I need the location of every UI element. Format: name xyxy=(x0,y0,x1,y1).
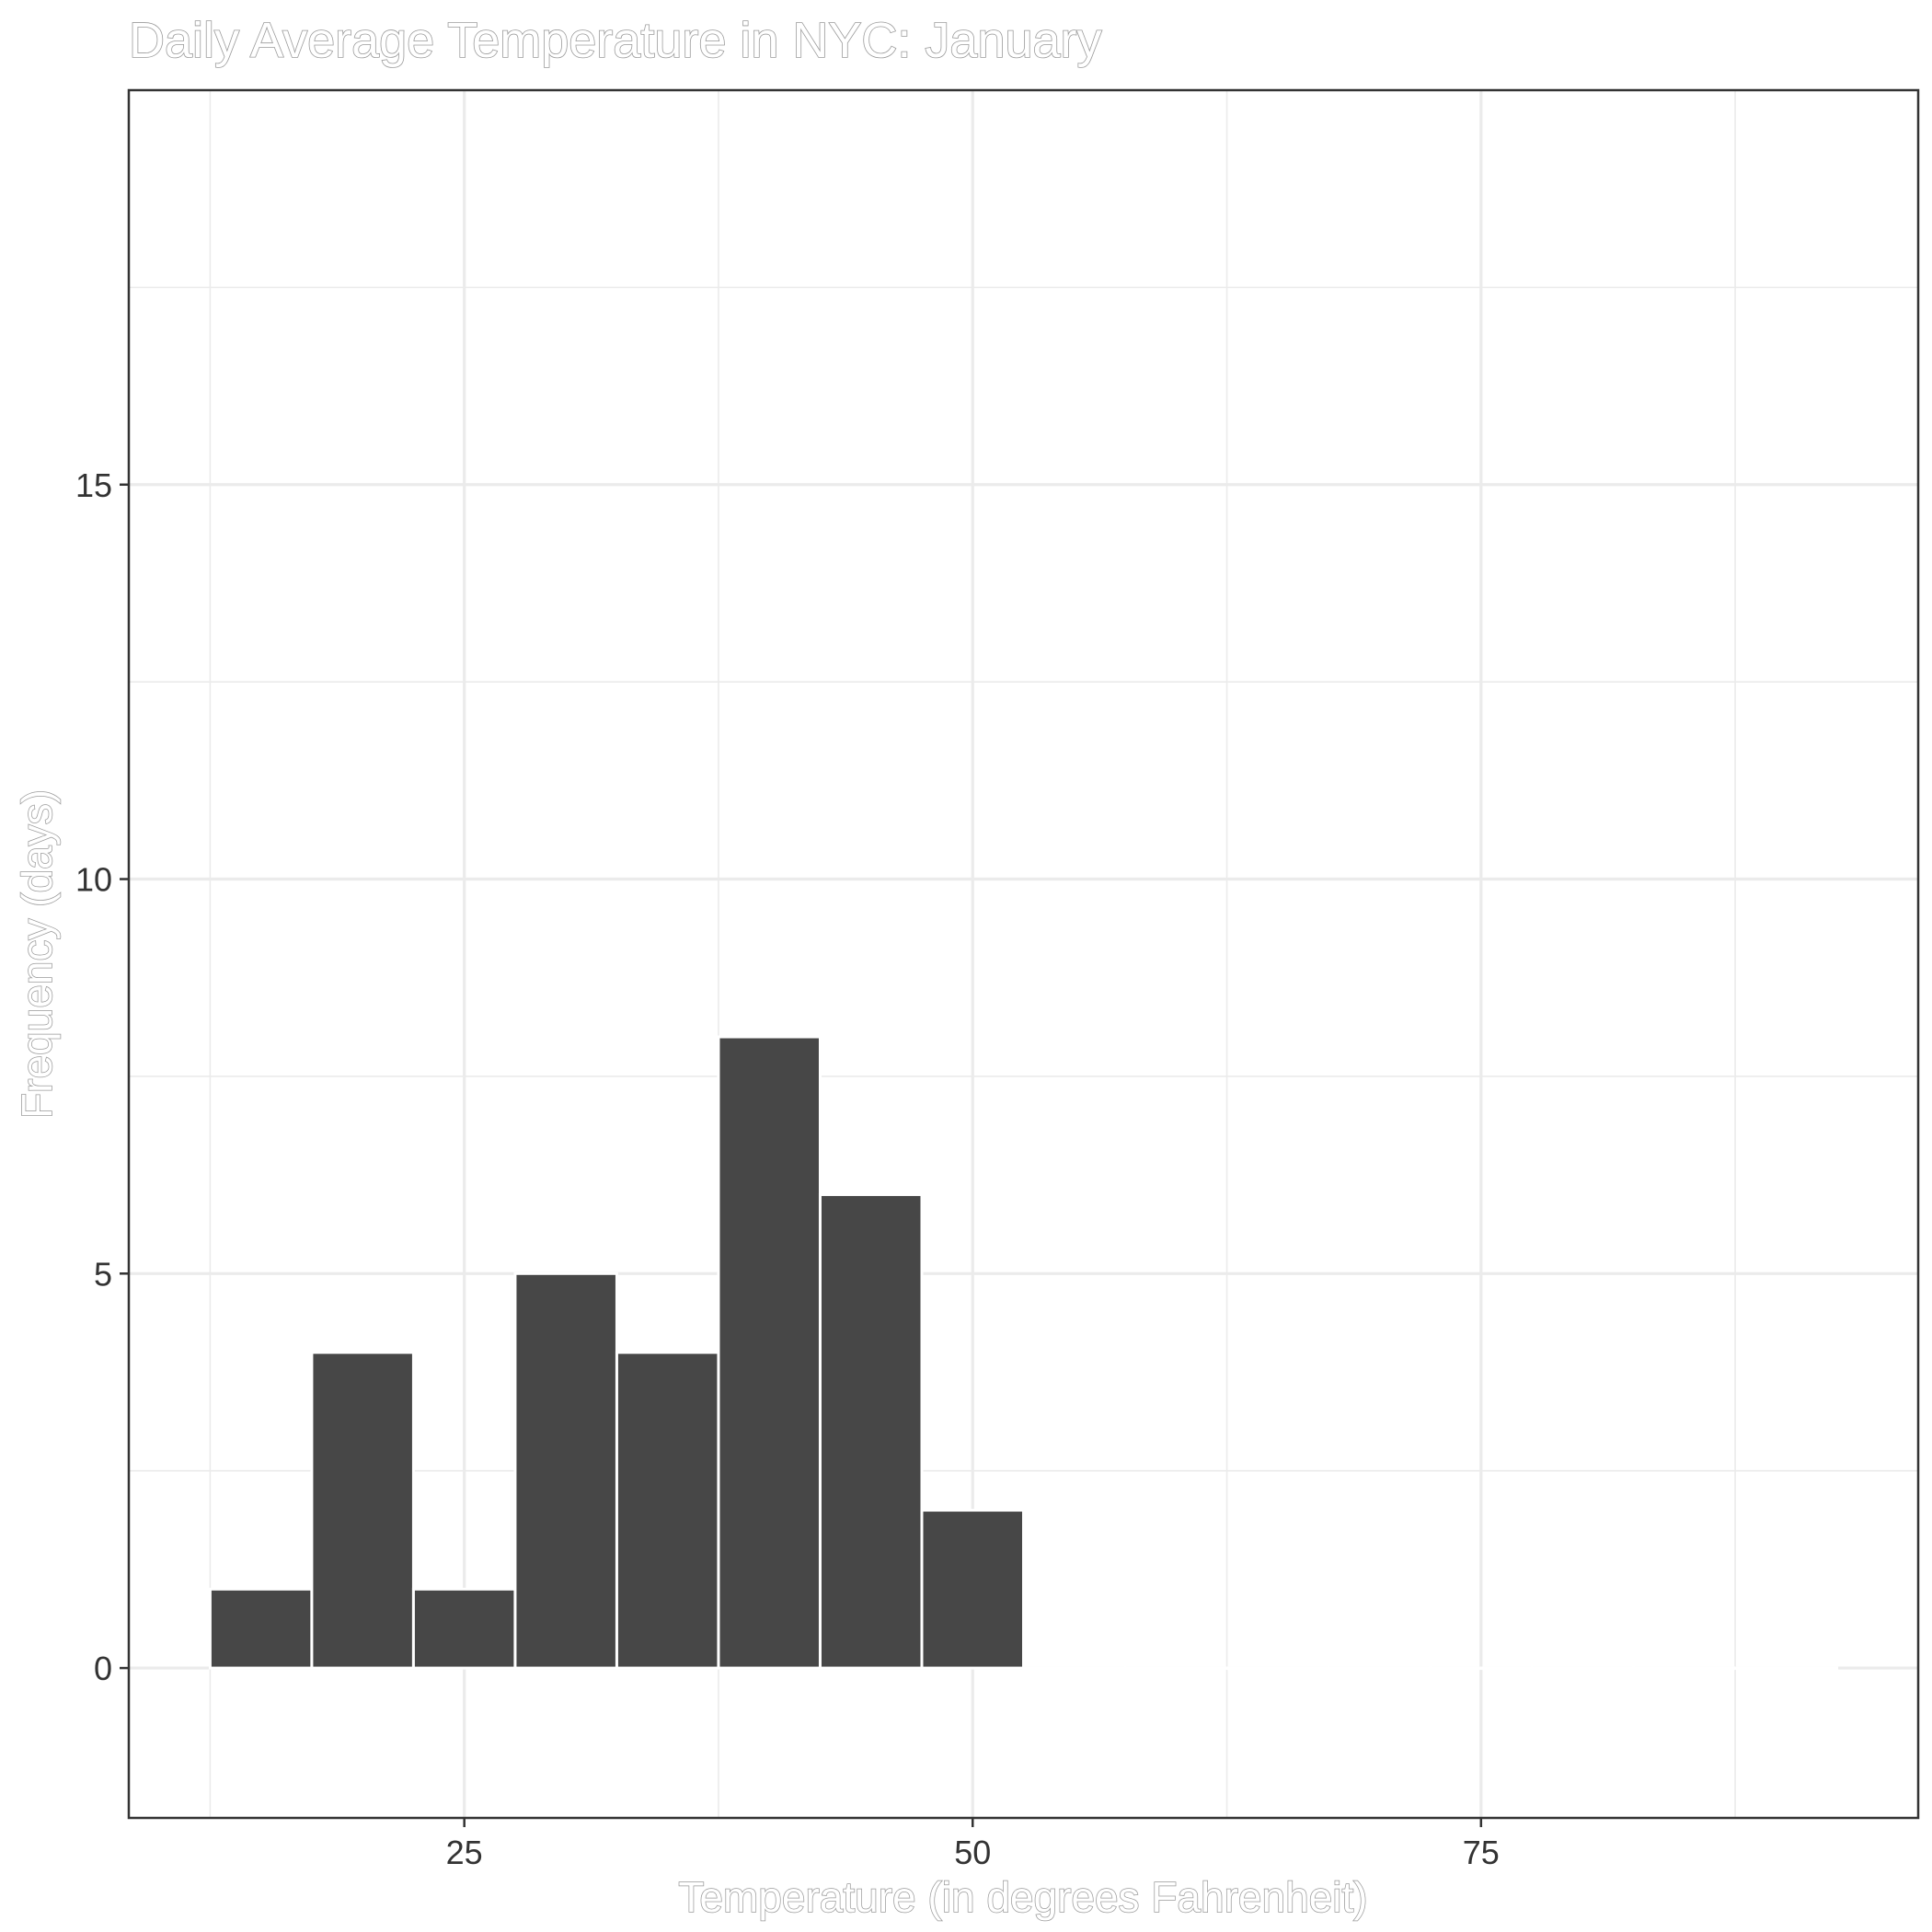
histogram-bar xyxy=(208,1587,314,1670)
x-tick-label: 25 xyxy=(446,1834,483,1871)
x-axis: 25 50 75 xyxy=(446,1818,1500,1871)
x-axis-title: Temperature (in degrees Fahrenheit) xyxy=(678,1873,1367,1921)
histogram-bar xyxy=(513,1271,618,1670)
histogram-bar xyxy=(310,1351,415,1670)
histogram-bar xyxy=(615,1351,720,1670)
y-axis: 0 5 10 15 xyxy=(75,466,129,1687)
x-tick-label: 50 xyxy=(954,1834,991,1871)
y-tick-label: 0 xyxy=(94,1650,112,1687)
histogram-bar xyxy=(920,1509,1026,1670)
panel-border xyxy=(127,88,1920,1820)
x-tick-label: 75 xyxy=(1463,1834,1500,1871)
plot-panel xyxy=(127,88,1920,1820)
histogram-bar xyxy=(1225,1666,1330,1671)
histogram-bar xyxy=(1022,1666,1127,1671)
histogram-bar xyxy=(818,1193,924,1670)
histogram-bar xyxy=(1530,1666,1636,1671)
histogram-bar xyxy=(1327,1666,1432,1671)
histogram-bar xyxy=(1123,1666,1229,1671)
histogram-bar xyxy=(717,1035,822,1670)
y-axis-title: Frequency (days) xyxy=(13,789,61,1119)
y-tick-label: 5 xyxy=(94,1255,112,1293)
histogram-bar xyxy=(1632,1666,1737,1671)
chart-title: Daily Average Temperature in NYC: Januar… xyxy=(129,13,1102,68)
y-tick-label: 15 xyxy=(75,466,112,504)
histogram-bar xyxy=(411,1587,517,1670)
histogram-bar xyxy=(1429,1666,1534,1671)
histogram-bars xyxy=(208,1035,1839,1671)
histogram-bar xyxy=(1733,1666,1839,1671)
y-tick-label: 10 xyxy=(75,861,112,899)
